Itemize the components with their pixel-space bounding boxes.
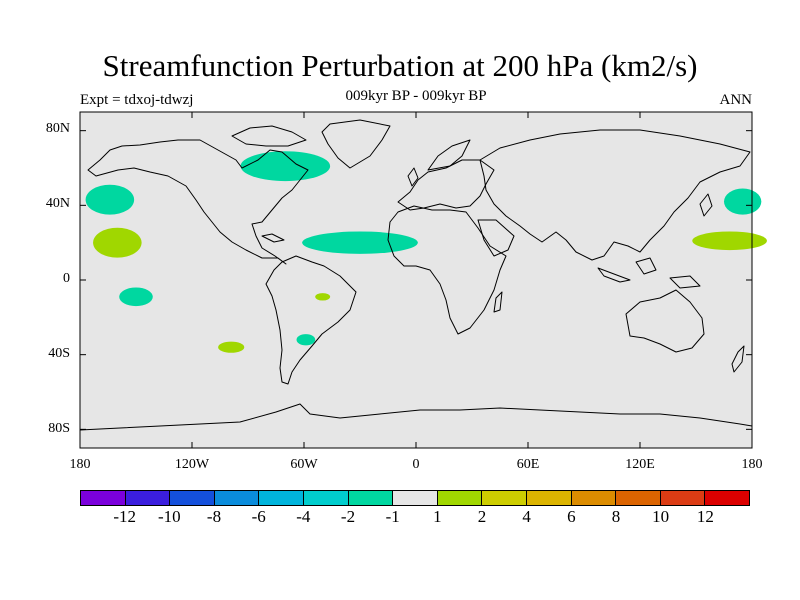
colorbar-label: 6 [567, 507, 576, 526]
colorbar-swatch [214, 491, 260, 505]
colorbar-label: 8 [611, 507, 621, 526]
anomaly-region [724, 188, 762, 215]
colorbar-swatch [616, 491, 661, 505]
colorbar-label: -8 [206, 507, 222, 526]
colorbar-label: -6 [251, 507, 266, 526]
season-label: ANN [719, 92, 753, 108]
colorbar-swatch [571, 491, 617, 505]
colorbar [80, 490, 750, 506]
plot-title: Streamfunction Perturbation at 200 hPa (… [102, 48, 698, 83]
colorbar-swatch [526, 491, 572, 505]
colorbar-swatch [393, 491, 438, 505]
colorbar-swatch [437, 491, 483, 505]
colorbar-swatch [348, 491, 394, 505]
colorbar-swatch [259, 491, 304, 505]
colorbar-swatch [125, 491, 171, 505]
colorbar-label: 12 [696, 507, 714, 526]
anomaly-region [692, 231, 767, 251]
anomaly-region [240, 151, 331, 182]
coastlines [79, 119, 753, 431]
x-tick-label: 0 [412, 457, 420, 472]
colorbar-label: -12 [113, 507, 136, 526]
map-background [80, 112, 752, 448]
colorbar-swatch [482, 491, 527, 505]
y-tick-label: 40S [48, 346, 70, 361]
y-tick-label: 0 [63, 271, 70, 286]
y-tick-label: 80S [48, 421, 70, 436]
y-tick-label: 40N [45, 196, 70, 211]
anomaly-region [218, 341, 245, 353]
colorbar-swatch [303, 491, 349, 505]
colorbar-swatch [705, 491, 749, 505]
anomaly-region [302, 231, 418, 254]
x-tick-label: 120W [174, 457, 210, 472]
x-tick-label: 60W [290, 457, 318, 472]
x-tick-label: 180 [741, 457, 763, 472]
map-panel [79, 111, 767, 449]
x-tick-label: 60E [516, 457, 540, 472]
anomaly-region [119, 287, 153, 307]
colorbar-label: -4 [296, 507, 311, 526]
x-tick-label: 180 [69, 457, 91, 472]
colorbar-label: -1 [385, 507, 400, 526]
axis-ticks [79, 112, 753, 448]
time-range-subtitle: 009kyr BP - 009kyr BP [345, 88, 487, 104]
experiment-label: Expt = tdxoj-tdwzj [80, 92, 194, 108]
x-tick-label: 120E [625, 457, 655, 472]
colorbar-label: 1 [433, 507, 442, 526]
colorbar-label: 2 [477, 507, 487, 526]
colorbar-label: 10 [652, 507, 670, 526]
anomaly-region [93, 227, 142, 258]
colorbar-label: -10 [157, 507, 181, 526]
colorbar-label: 4 [522, 507, 531, 526]
y-tick-label: 80N [45, 121, 70, 136]
colorbar-swatch [660, 491, 706, 505]
anomaly-region [85, 184, 135, 215]
colorbar-swatch [170, 491, 215, 505]
anomaly-region [296, 334, 316, 346]
anomaly-region [315, 293, 331, 301]
colorbar-label: -2 [340, 507, 356, 526]
colorbar-swatch [81, 491, 126, 505]
